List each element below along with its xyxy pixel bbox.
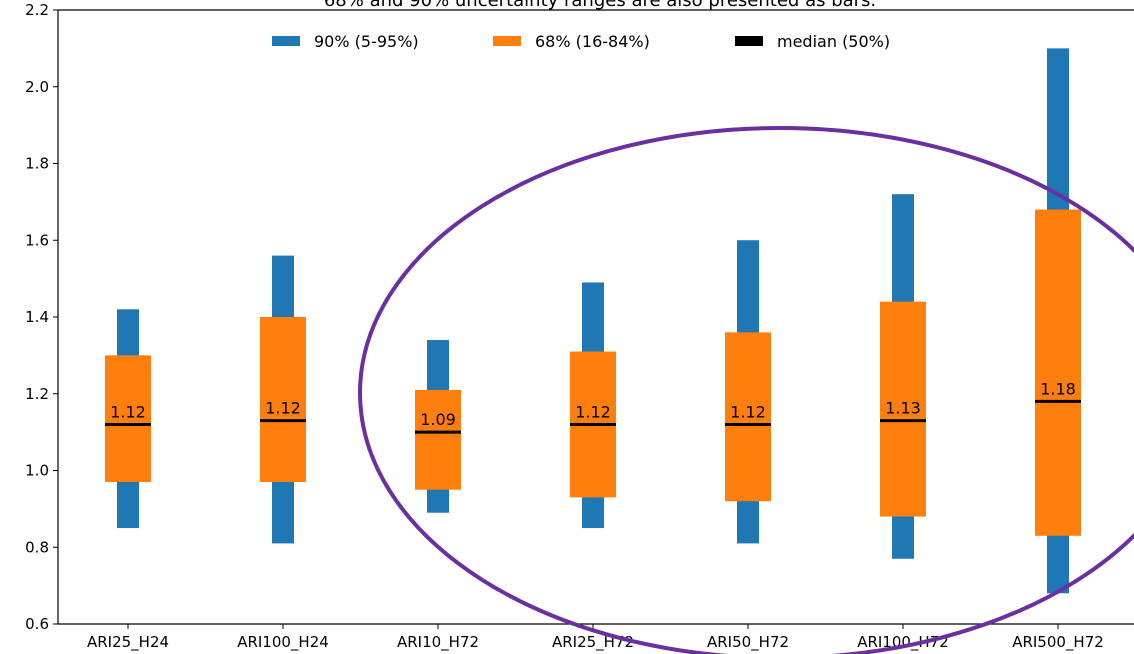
bar-68-ARI25_H24 [105, 355, 151, 483]
y-tick-label-2.0: 2.0 [25, 78, 49, 96]
median-labels-layer: 1.12 1.12 1.09 1.12 1.12 1.13 1.18 [110, 379, 1076, 429]
legend-swatch-median [735, 36, 763, 46]
legend-swatch-p68 [493, 36, 521, 46]
x-tick-label-ARI50_H72: ARI50_H72 [707, 633, 789, 652]
legend-label-p68: 68% (16-84%) [535, 32, 650, 51]
y-tick-label-1.2: 1.2 [25, 385, 49, 403]
bar-68-ARI500_H72 [1035, 209, 1081, 536]
y-tick-label-1.6: 1.6 [25, 231, 49, 249]
x-tick-label-ARI10_H72: ARI10_H72 [397, 633, 479, 652]
x-tick-label-ARI500_H72: ARI500_H72 [1012, 633, 1104, 652]
legend: 90% (5-95%) 68% (16-84%) median (50%) [272, 32, 890, 51]
y-tick-label-0.8: 0.8 [25, 538, 49, 556]
x-tick-label-ARI25_H72: ARI25_H72 [552, 633, 634, 652]
bar-68-ARI100_H72 [880, 301, 926, 517]
legend-swatch-p90 [272, 36, 300, 46]
median-label-ARI100_H72: 1.13 [885, 399, 921, 418]
median-label-ARI100_H24: 1.12 [265, 399, 301, 418]
median-label-ARI25_H72: 1.12 [575, 402, 611, 421]
x-tick-label-ARI25_H24: ARI25_H24 [87, 633, 169, 652]
median-label-ARI50_H72: 1.12 [730, 402, 766, 421]
y-tick-label-1.4: 1.4 [25, 308, 49, 326]
median-label-ARI10_H72: 1.09 [420, 410, 456, 429]
y-tick-label-1.0: 1.0 [25, 462, 49, 480]
y-tick-label-1.8: 1.8 [25, 155, 49, 173]
axes-layer: ARI25_H24 ARI100_H24 ARI10_H72 ARI25_H72 ARI… [25, 1, 1134, 652]
median-label-ARI25_H24: 1.12 [110, 402, 146, 421]
bars-layer [105, 48, 1081, 594]
chart-title: 68% and 90% uncertainty ranges are also … [324, 0, 876, 11]
annotation-ellipse [358, 126, 1134, 654]
legend-label-median: median (50%) [777, 32, 890, 51]
bar-68-ARI50_H72 [725, 332, 771, 502]
bar-68-ARI10_H72 [415, 389, 461, 490]
bar-68-ARI100_H24 [260, 317, 306, 483]
y-tick-label-0.6: 0.6 [25, 615, 49, 633]
y-tick-label-2.2: 2.2 [25, 1, 49, 19]
x-tick-label-ARI100_H24: ARI100_H24 [237, 633, 329, 652]
x-tick-label-ARI100_H72: ARI100_H72 [857, 633, 949, 652]
legend-label-p90: 90% (5-95%) [314, 32, 419, 51]
median-label-ARI500_H72: 1.18 [1040, 379, 1076, 398]
